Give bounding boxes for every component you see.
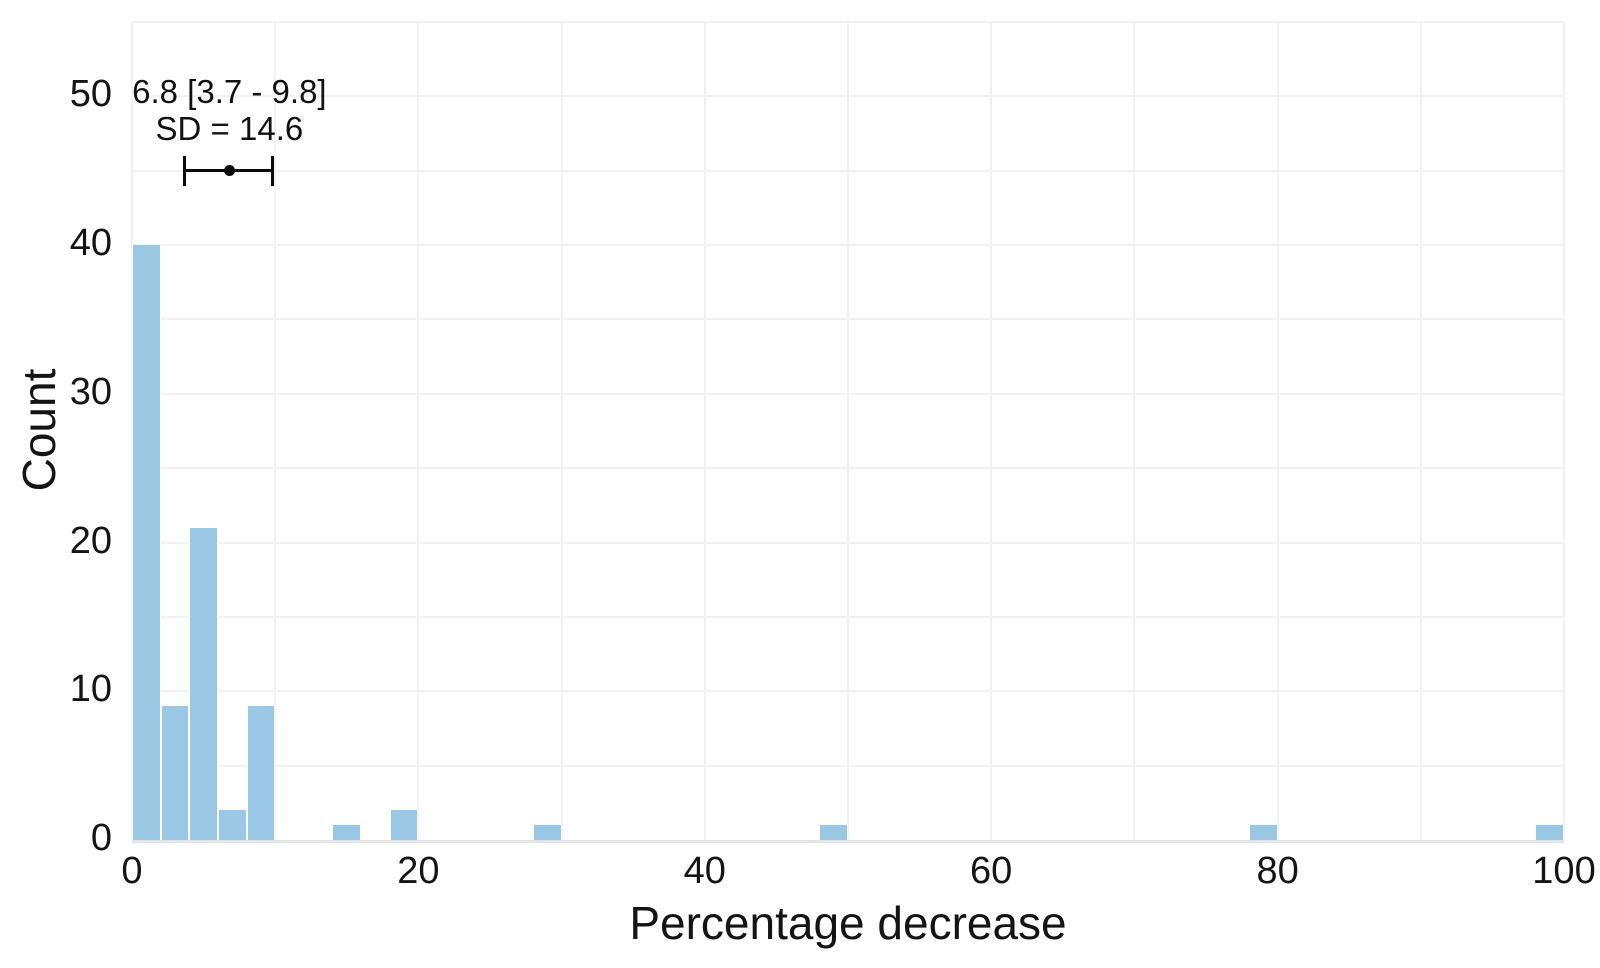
histogram-bar [132,245,161,840]
horizontal-gridline [132,541,1564,544]
horizontal-gridline [132,615,1564,618]
vertical-gridline [847,22,849,840]
sd-label: SD = 14.6 [155,110,304,148]
vertical-gridline [1563,22,1565,840]
vertical-gridline [703,22,706,840]
vertical-gridline [1133,22,1136,840]
x-tick-label: 20 [397,850,440,892]
histogram-bar [819,825,848,840]
histogram-bar [189,527,218,840]
histogram-bar [532,825,562,840]
mean-sd-annotation: 6.8 [3.7 - 9.8] SD = 14.6 [132,73,326,148]
x-axis-title: Percentage decrease [629,897,1067,949]
y-tick-label: 0 [90,816,112,859]
horizontal-gridline [132,169,1564,172]
x-tick-label: 60 [970,850,1013,892]
vertical-gridline [1419,22,1422,840]
plot-area: 6.8 [3.7 - 9.8] SD = 14.6 [131,21,1565,843]
horizontal-gridline [132,318,1564,321]
y-tick-label: 50 [69,73,112,116]
ci-cap-left [183,155,187,186]
x-tick-label: 0 [121,850,143,892]
mean-ci-label: 6.8 [3.7 - 9.8] [132,73,327,111]
vertical-gridline [990,22,993,840]
mean-dot [223,165,235,177]
horizontal-gridline [132,244,1564,247]
horizontal-gridline [132,690,1564,693]
vertical-gridline [560,22,563,840]
histogram-bar [160,706,190,840]
histogram-bar [246,706,276,840]
horizontal-gridline [132,21,1564,23]
horizontal-gridline [132,764,1564,767]
horizontal-gridline [132,392,1564,395]
vertical-gridline [274,22,277,840]
histogram-bar [1535,825,1564,840]
y-tick-label: 20 [69,519,112,562]
y-tick-label: 30 [69,370,112,413]
x-tick-label: 80 [1256,850,1299,892]
y-tick-label: 10 [69,668,112,711]
x-tick-label: 100 [1532,850,1596,892]
histogram-bar [389,810,419,840]
vertical-gridline [417,22,420,840]
histogram-bar [332,825,362,840]
ci-cap-right [270,155,274,186]
histogram-bar [217,810,247,840]
x-tick-label: 40 [683,850,726,892]
vertical-gridline [1276,22,1279,840]
y-tick-label: 40 [69,221,112,264]
horizontal-gridline [132,467,1564,470]
horizontal-gridline [132,95,1564,98]
histogram-bar [1248,825,1278,840]
y-axis-title: Count [13,368,65,492]
